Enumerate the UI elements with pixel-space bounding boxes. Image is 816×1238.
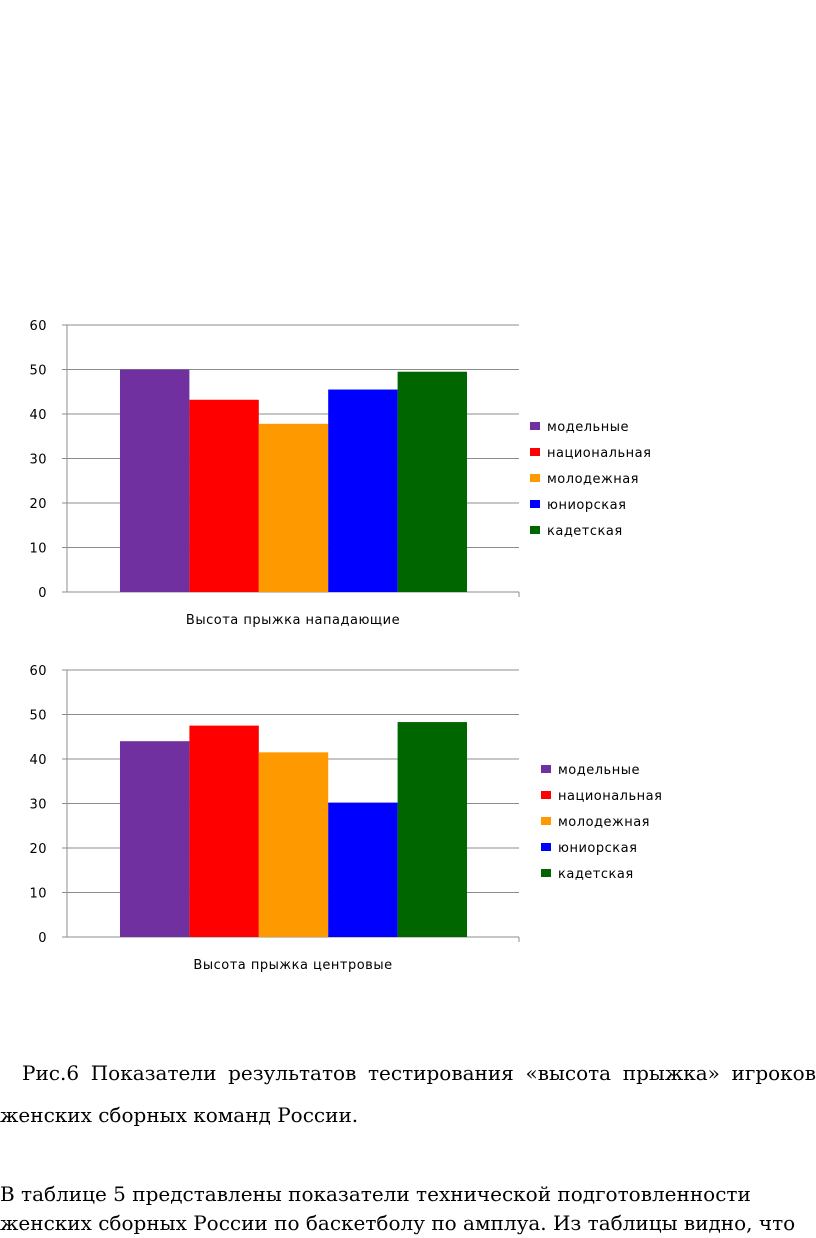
legend-swatch xyxy=(530,422,540,430)
chart-jump-height-forwards-svg: 0 10 20 30 40 50 60 Высота прыжка нападающие мод… xyxy=(29,319,651,628)
legend-label: модельные xyxy=(558,763,640,778)
y-tick-label: 30 xyxy=(29,798,47,813)
y-tick-label: 50 xyxy=(29,709,47,724)
bar-5 xyxy=(397,722,467,937)
y-tick-label: 20 xyxy=(29,497,47,512)
bar-2 xyxy=(189,725,259,937)
y-tick-label: 0 xyxy=(38,586,47,601)
y-tick-label: 50 xyxy=(29,364,47,379)
legend-swatch xyxy=(530,526,540,534)
y-tick-label: 40 xyxy=(29,408,47,423)
legend-label: молодежная xyxy=(547,472,639,487)
y-tick-label: 40 xyxy=(29,753,47,768)
bar-4 xyxy=(328,389,398,592)
legend-swatch xyxy=(530,474,540,482)
category-label: Высота прыжка центровые xyxy=(193,958,392,973)
y-tick-label: 60 xyxy=(29,319,47,334)
legend-label: юниорская xyxy=(558,841,637,856)
legend-swatch xyxy=(530,448,540,456)
chart-jump-height-forwards: 0 10 20 30 40 50 60 Высота прыжка нападающие мод… xyxy=(0,312,816,642)
bar-3 xyxy=(258,752,329,937)
y-tick-label: 0 xyxy=(38,931,47,946)
bar-1 xyxy=(120,369,190,592)
legend-label: национальная xyxy=(558,789,662,804)
caption-line-1: Рис.6 Показатели результатов тестировани… xyxy=(22,1061,816,1085)
y-tick-label: 10 xyxy=(29,542,47,557)
bar-3 xyxy=(258,423,329,592)
chart-jump-height-centers: 0 10 20 30 40 50 60 Высота прыжка центровые моде… xyxy=(0,657,816,987)
paragraph-line-1: В таблице 5 представлены показатели техн… xyxy=(0,1182,751,1206)
bar-5 xyxy=(397,371,467,592)
category-label: Высота прыжка нападающие xyxy=(186,613,400,628)
legend-swatch xyxy=(541,869,551,877)
bar-4 xyxy=(328,802,398,937)
legend-label: модельные xyxy=(547,420,629,435)
legend-swatch xyxy=(530,500,540,508)
legend-label: юниорская xyxy=(547,498,626,513)
legend-swatch xyxy=(541,817,551,825)
chart-jump-height-centers-svg: 0 10 20 30 40 50 60 Высота прыжка центровые моде… xyxy=(29,664,662,973)
y-tick-label: 30 xyxy=(29,453,47,468)
legend-swatch xyxy=(541,791,551,799)
y-tick-label: 10 xyxy=(29,887,47,902)
legend-label: кадетская xyxy=(558,867,634,882)
y-tick-label: 20 xyxy=(29,842,47,857)
bar-2 xyxy=(189,399,259,592)
paragraph-line-2: женских сборных России по баскетболу по … xyxy=(0,1211,796,1235)
legend-label: национальная xyxy=(547,446,651,461)
legend-swatch xyxy=(541,765,551,773)
body-paragraph: В таблице 5 представлены показатели техн… xyxy=(0,1180,816,1238)
caption-line-2: женских сборных команд России. xyxy=(0,1103,359,1127)
figure-caption: Рис.6 Показатели результатов тестировани… xyxy=(0,1052,816,1136)
bar-1 xyxy=(120,741,190,937)
y-tick-label: 60 xyxy=(29,664,47,679)
legend-swatch xyxy=(541,843,551,851)
legend-label: кадетская xyxy=(547,524,623,539)
legend-label: молодежная xyxy=(558,815,650,830)
